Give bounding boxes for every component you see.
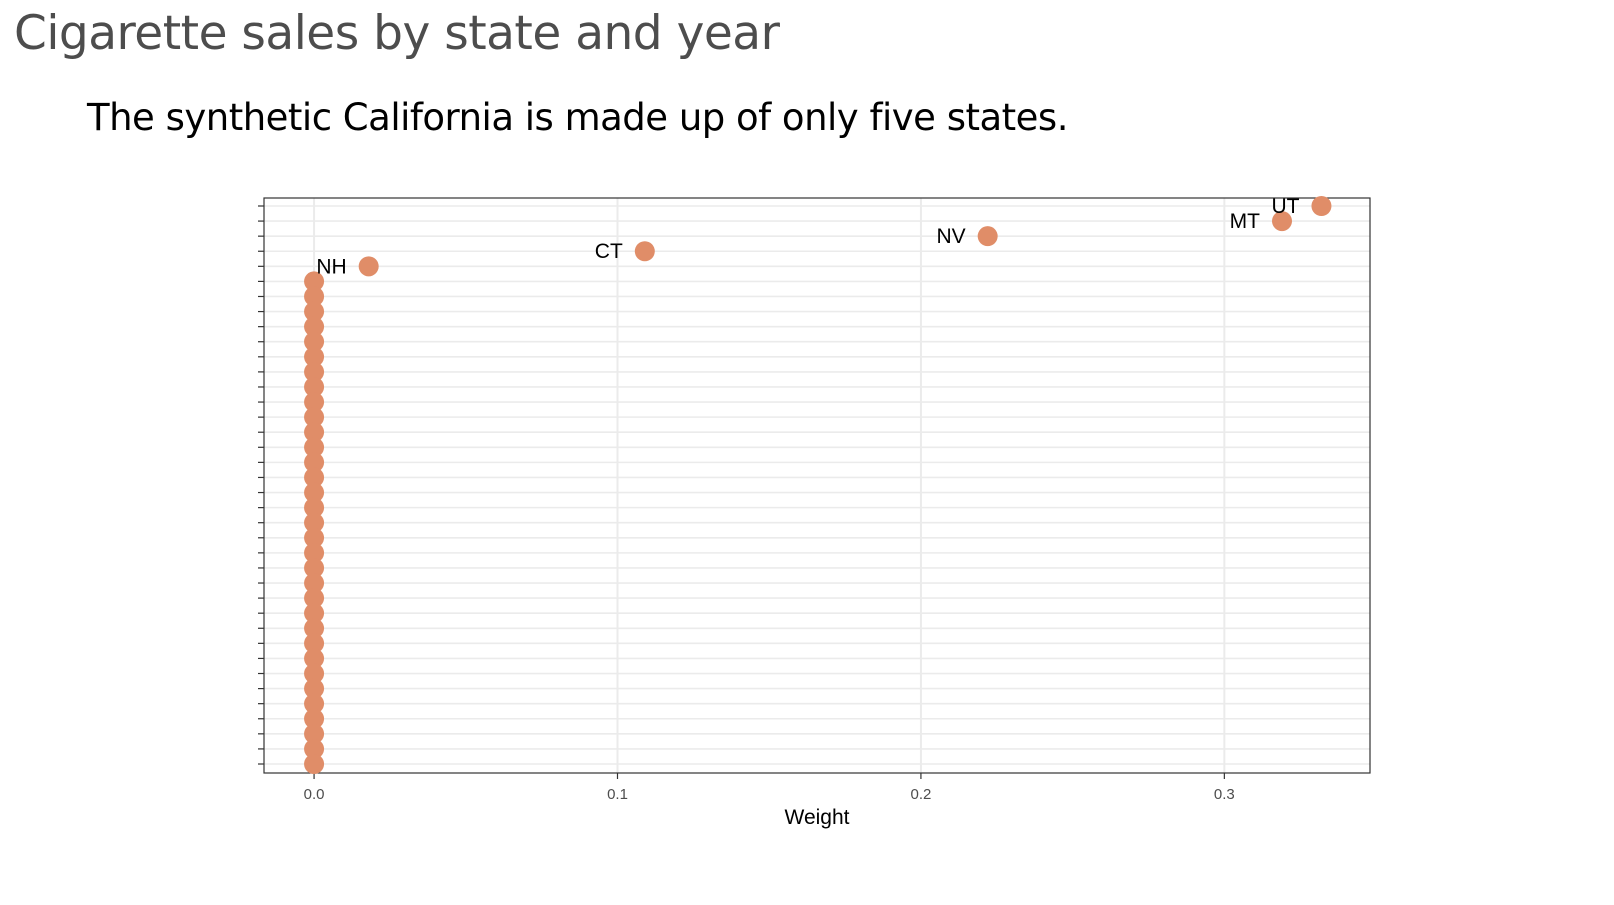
data-point bbox=[304, 316, 325, 337]
point-label: NV bbox=[936, 225, 965, 248]
data-point bbox=[304, 527, 325, 548]
data-point bbox=[304, 633, 325, 654]
x-tick-label: 0.3 bbox=[1214, 786, 1235, 803]
data-point bbox=[304, 723, 325, 744]
data-point bbox=[304, 392, 325, 413]
data-point bbox=[304, 331, 325, 352]
data-point bbox=[304, 663, 325, 684]
point-labels: UT MT NV CT NH bbox=[316, 195, 1299, 278]
data-point bbox=[358, 256, 379, 277]
data-point bbox=[304, 482, 325, 503]
data-point bbox=[1272, 211, 1293, 232]
data-point bbox=[304, 497, 325, 518]
data-point bbox=[304, 754, 325, 774]
data-point bbox=[304, 346, 325, 367]
data-point bbox=[304, 512, 325, 533]
data-point bbox=[304, 422, 325, 443]
y-axis-ticks bbox=[258, 205, 264, 765]
data-point bbox=[304, 588, 325, 609]
data-point bbox=[304, 603, 325, 624]
point-label: NH bbox=[316, 255, 346, 278]
data-point bbox=[304, 271, 325, 292]
data-point bbox=[634, 241, 655, 262]
point-label: UT bbox=[1271, 195, 1299, 218]
data-point bbox=[304, 407, 325, 428]
plot-panel-border bbox=[263, 197, 1371, 774]
x-axis-label: Weight bbox=[785, 806, 850, 829]
data-points bbox=[304, 196, 1332, 774]
data-point bbox=[304, 467, 325, 488]
data-point bbox=[304, 437, 325, 458]
x-tick-label: 0.2 bbox=[910, 786, 931, 803]
data-point bbox=[304, 648, 325, 669]
data-point bbox=[304, 452, 325, 473]
slide-title: Cigarette sales by state and year bbox=[14, 6, 780, 61]
data-point bbox=[304, 678, 325, 699]
data-point bbox=[304, 708, 325, 729]
grid-lines bbox=[264, 198, 1370, 773]
data-point bbox=[304, 542, 325, 563]
point-label: MT bbox=[1230, 210, 1260, 233]
slide-subtitle: The synthetic California is made up of o… bbox=[87, 96, 1068, 139]
data-point bbox=[304, 286, 325, 307]
data-point bbox=[977, 226, 998, 247]
data-point bbox=[304, 573, 325, 594]
data-point bbox=[304, 618, 325, 639]
data-point bbox=[304, 361, 325, 382]
data-point bbox=[304, 376, 325, 397]
data-point bbox=[304, 693, 325, 714]
point-label: CT bbox=[595, 240, 623, 263]
data-point bbox=[304, 301, 325, 322]
data-point bbox=[304, 557, 325, 578]
data-point bbox=[1311, 196, 1332, 216]
x-tick-label: 0.0 bbox=[304, 786, 325, 803]
data-point bbox=[304, 738, 325, 759]
x-tick-label: 0.1 bbox=[607, 786, 628, 803]
x-axis-ticks: 0.0 0.1 0.2 0.3 bbox=[304, 773, 1235, 803]
